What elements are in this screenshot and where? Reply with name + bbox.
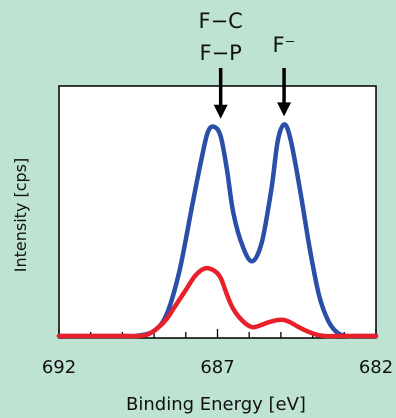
series-line-red bbox=[56, 265, 379, 339]
x-tick-label: 692 bbox=[42, 357, 76, 378]
x-tick-label: 682 bbox=[359, 357, 393, 378]
annotation-arrowhead bbox=[213, 104, 228, 119]
series-line-blue bbox=[56, 122, 379, 339]
plot-area bbox=[58, 85, 377, 339]
x-axis-label: Binding Energy [eV] bbox=[126, 394, 306, 415]
x-tick-labels: 692 687 682 bbox=[42, 357, 393, 378]
x-tick-label: 687 bbox=[200, 357, 234, 378]
annotation-label: F−C bbox=[198, 9, 242, 33]
annotation-label: F−P bbox=[199, 41, 241, 65]
annotation-arrowhead bbox=[277, 102, 292, 117]
series-curves bbox=[56, 122, 379, 339]
y-axis-label: Intensity [cps] bbox=[11, 158, 30, 273]
annotation-label: F⁻ bbox=[272, 33, 295, 57]
peak-annotations: F−C F−P F⁻ bbox=[198, 9, 296, 119]
